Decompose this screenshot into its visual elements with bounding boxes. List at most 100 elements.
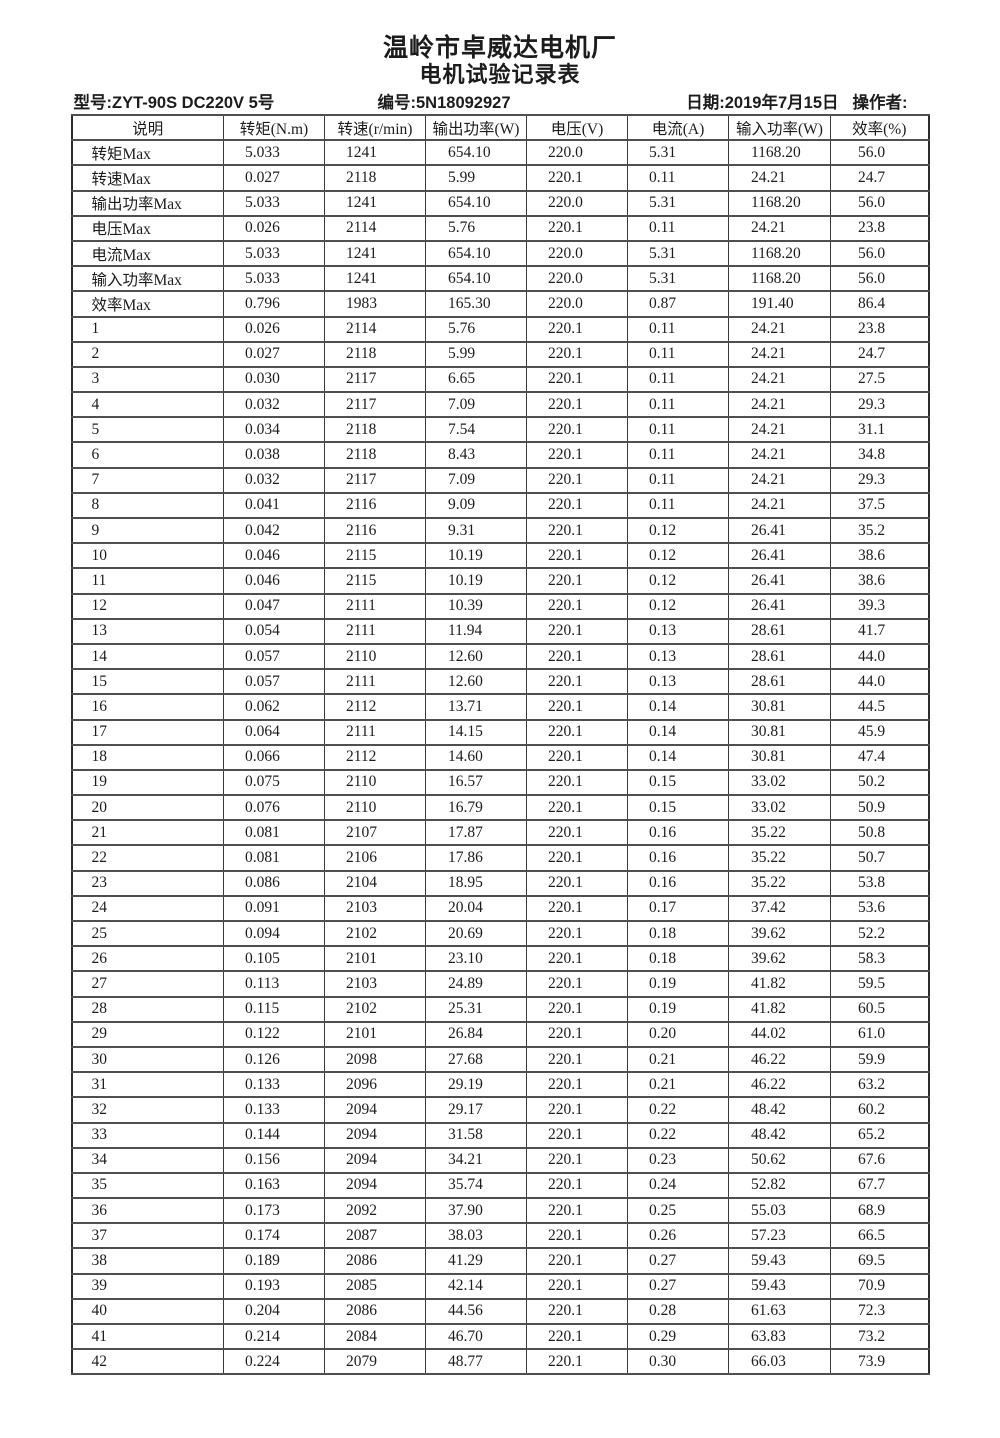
cell-efficiency: 56.0 (830, 265, 929, 293)
cell-input-power: 24.21 (728, 365, 831, 394)
cell-efficiency: 60.2 (830, 1096, 929, 1124)
cell-voltage: 220.0 (526, 239, 628, 268)
table-row: 18 0.066 2112 14.60 220.1 0.14 30.81 47.4 (71, 743, 929, 771)
cell-speed: 2086 (324, 1247, 426, 1275)
cell-efficiency: 39.3 (830, 592, 929, 620)
meta-row: 型号:ZYT-90S DC220V 5号 编号:5N18092927 日期:20… (72, 92, 929, 114)
table-row: 36 0.173 2092 37.90 220.1 0.25 55.03 68.9 (71, 1197, 929, 1225)
cell-voltage: 220.1 (526, 743, 628, 771)
col-header-input-power: 输入功率(W) (728, 113, 831, 142)
cell-input-power: 1168.20 (728, 189, 831, 217)
cell-efficiency: 70.9 (830, 1272, 929, 1300)
col-header-torque: 转矩(N.m) (223, 113, 325, 142)
cell-efficiency: 59.5 (830, 970, 929, 998)
cell-speed: 2112 (324, 743, 426, 771)
cell-torque: 0.032 (223, 391, 325, 419)
cell-efficiency: 50.2 (830, 768, 929, 797)
cell-desc: 14 (71, 642, 224, 671)
table-row: 19 0.075 2110 16.57 220.1 0.15 33.02 50.2 (71, 768, 929, 797)
cell-speed: 2104 (324, 869, 426, 897)
cell-voltage: 220.1 (526, 1247, 628, 1275)
cell-voltage: 220.1 (526, 718, 628, 746)
cell-input-power: 28.61 (728, 617, 831, 645)
test-record-table: 说明 转矩(N.m) 转速(r/min) 输出功率(W) 电压(V) 电流(A) 输入功率(… (70, 113, 930, 1376)
cell-efficiency: 44.0 (830, 668, 929, 696)
cell-desc: 42 (71, 1348, 224, 1376)
cell-torque: 0.214 (223, 1322, 325, 1351)
cell-current: 0.12 (627, 592, 729, 620)
table-row: 42 0.224 2079 48.77 220.1 0.30 66.03 73.9 (71, 1348, 929, 1376)
cell-voltage: 220.1 (526, 315, 628, 343)
cell-speed: 2079 (324, 1348, 426, 1376)
cell-input-power: 33.02 (728, 794, 831, 822)
col-header-desc: 说明 (71, 113, 224, 142)
table-row: 40 0.204 2086 44.56 220.1 0.28 61.63 72.3 (71, 1297, 929, 1326)
cell-current: 0.16 (627, 819, 729, 847)
cell-output-power: 23.10 (425, 945, 527, 973)
cell-speed: 2102 (324, 919, 426, 948)
cell-speed: 2110 (324, 794, 426, 822)
cell-input-power: 57.23 (728, 1222, 831, 1250)
cell-input-power: 46.22 (728, 1045, 831, 1074)
cell-input-power: 63.83 (728, 1322, 831, 1351)
table-row: 10 0.046 2115 10.19 220.1 0.12 26.41 38.6 (71, 542, 929, 570)
table-row: 4 0.032 2117 7.09 220.1 0.11 24.21 29.3 (71, 391, 929, 419)
cell-current: 0.30 (627, 1348, 729, 1376)
cell-desc: 12 (71, 592, 224, 620)
cell-current: 0.15 (627, 794, 729, 822)
cell-output-power: 12.60 (425, 668, 527, 696)
cell-desc: 26 (71, 945, 224, 973)
cell-voltage: 220.1 (526, 768, 628, 797)
cell-input-power: 26.41 (728, 542, 831, 570)
cell-output-power: 5.99 (425, 164, 527, 192)
cell-efficiency: 24.7 (830, 164, 929, 192)
cell-current: 0.11 (627, 340, 729, 368)
cell-output-power: 5.99 (425, 340, 527, 368)
cell-desc: 17 (71, 718, 224, 746)
cell-output-power: 10.19 (425, 542, 527, 570)
cell-current: 0.26 (627, 1222, 729, 1250)
cell-speed: 2092 (324, 1197, 426, 1225)
cell-input-power: 28.61 (728, 668, 831, 696)
table-row: 25 0.094 2102 20.69 220.1 0.18 39.62 52.2 (71, 919, 929, 948)
cell-desc: 6 (71, 441, 224, 469)
cell-torque: 0.094 (223, 919, 325, 948)
cell-speed: 2111 (324, 617, 426, 645)
cell-input-power: 30.81 (728, 743, 831, 771)
cell-input-power: 24.21 (728, 391, 831, 419)
cell-voltage: 220.1 (526, 970, 628, 998)
cell-efficiency: 31.1 (830, 416, 929, 444)
cell-output-power: 17.87 (425, 819, 527, 847)
col-header-current: 电流(A) (627, 113, 729, 142)
cell-torque: 0.105 (223, 945, 325, 973)
cell-desc: 20 (71, 794, 224, 822)
cell-input-power: 1168.20 (728, 239, 831, 268)
cell-speed: 2114 (324, 315, 426, 343)
cell-efficiency: 60.5 (830, 995, 929, 1023)
table-row: 9 0.042 2116 9.31 220.1 0.12 26.41 35.2 (71, 516, 929, 545)
cell-output-power: 654.10 (425, 265, 527, 293)
cell-output-power: 26.84 (425, 1020, 527, 1048)
cell-current: 0.25 (627, 1197, 729, 1225)
cell-input-power: 24.21 (728, 491, 831, 520)
cell-voltage: 220.1 (526, 340, 628, 368)
cell-input-power: 33.02 (728, 768, 831, 797)
cell-torque: 0.174 (223, 1222, 325, 1250)
cell-current: 0.19 (627, 995, 729, 1023)
cell-current: 0.27 (627, 1247, 729, 1275)
cell-speed: 2107 (324, 819, 426, 847)
cell-torque: 0.173 (223, 1197, 325, 1225)
cell-efficiency: 73.9 (830, 1348, 929, 1376)
cell-efficiency: 52.2 (830, 919, 929, 948)
cell-current: 0.14 (627, 718, 729, 746)
cell-desc: 24 (71, 894, 224, 923)
cell-output-power: 48.77 (425, 1348, 527, 1376)
cell-torque: 0.047 (223, 592, 325, 620)
cell-torque: 0.115 (223, 995, 325, 1023)
cell-speed: 2111 (324, 718, 426, 746)
table-row: 41 0.214 2084 46.70 220.1 0.29 63.83 73.2 (71, 1322, 929, 1351)
cell-desc: 36 (71, 1197, 224, 1225)
cell-torque: 5.033 (223, 239, 325, 268)
cell-torque: 0.076 (223, 794, 325, 822)
cell-input-power: 28.61 (728, 642, 831, 671)
